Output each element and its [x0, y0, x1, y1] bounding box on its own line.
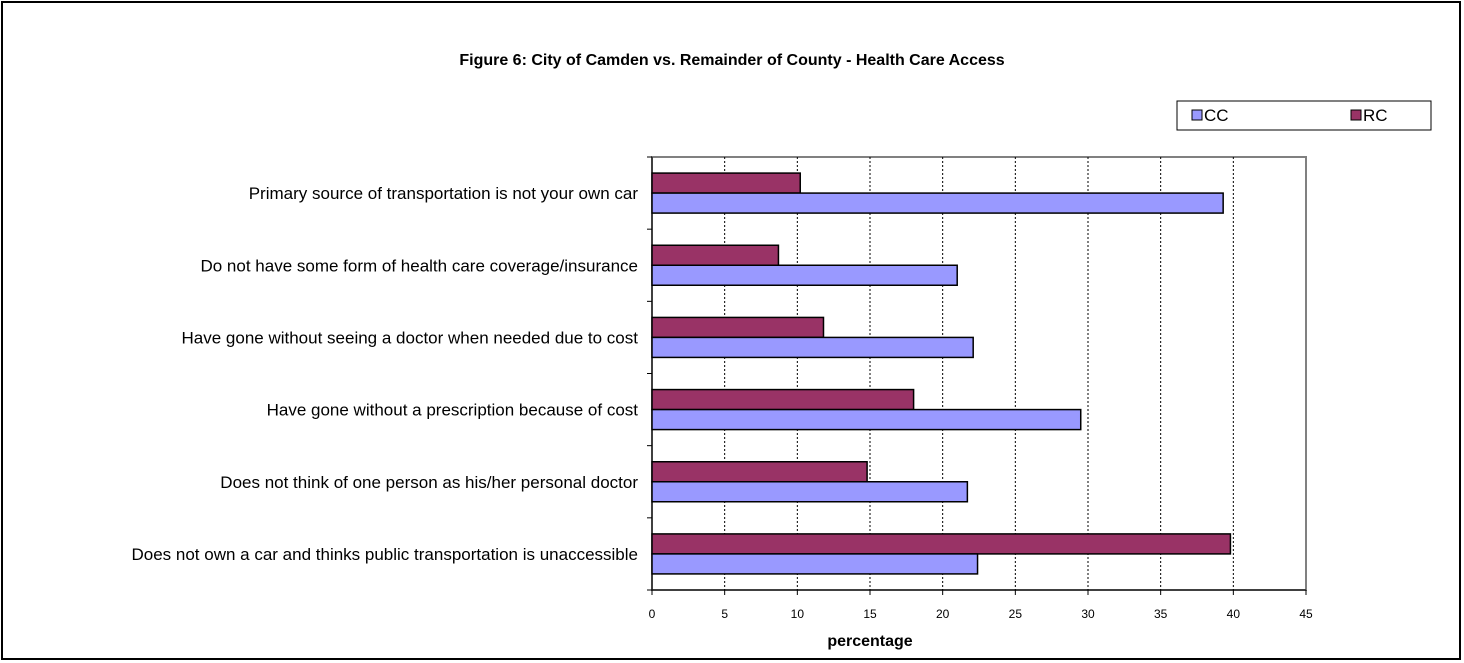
bar-rc: [651, 533, 1232, 555]
x-axis-title: percentage: [827, 633, 912, 650]
legend-box: [1176, 100, 1432, 131]
bar-cc: [651, 336, 974, 359]
category-label: Does not own a car and thinks public tra…: [131, 545, 638, 564]
legend-swatch-cc: [1191, 109, 1203, 121]
plot-border: [651, 156, 1307, 591]
legend-swatch-rc: [1350, 109, 1362, 121]
x-tick-label: 35: [1154, 607, 1168, 621]
bar-rc: [651, 388, 915, 411]
x-tick-label: 30: [1081, 607, 1095, 621]
bar-cc: [651, 192, 1224, 214]
x-tick-label: 0: [649, 607, 656, 621]
plot-area: 0 5 10 15 20 25 30 35 40 45 Primary source of tran…: [131, 156, 1313, 621]
x-tick-label: 15: [863, 607, 877, 621]
category-label: Do not have some form of health care cov…: [200, 256, 638, 275]
bar-cc: [651, 553, 979, 575]
legend: CC RC: [1176, 100, 1432, 131]
bar-rc: [651, 172, 801, 194]
x-tick-label: 20: [936, 607, 950, 621]
bar-cc: [651, 264, 958, 286]
bar-cc: [651, 481, 969, 503]
x-tick-label: 40: [1227, 607, 1241, 621]
category-label: Primary source of transportation is not …: [249, 184, 639, 203]
category-label: Does not think of one person as his/her …: [220, 473, 638, 492]
bar-cc: [651, 408, 1082, 431]
x-tick-label: 45: [1299, 607, 1313, 621]
legend-label-rc: RC: [1363, 106, 1388, 125]
category-label: Have gone without a prescription because…: [267, 401, 639, 420]
legend-label-cc: CC: [1204, 106, 1229, 125]
x-tick-label: 5: [721, 607, 728, 621]
bar-rc: [651, 316, 825, 339]
x-tick-label: 25: [1009, 607, 1023, 621]
x-tick-label: 10: [791, 607, 805, 621]
chart-title: Figure 6: City of Camden vs. Remainder o…: [459, 52, 1004, 69]
bar-rc: [651, 244, 780, 266]
bar-rc: [651, 461, 868, 483]
category-label: Have gone without seeing a doctor when n…: [182, 328, 639, 347]
